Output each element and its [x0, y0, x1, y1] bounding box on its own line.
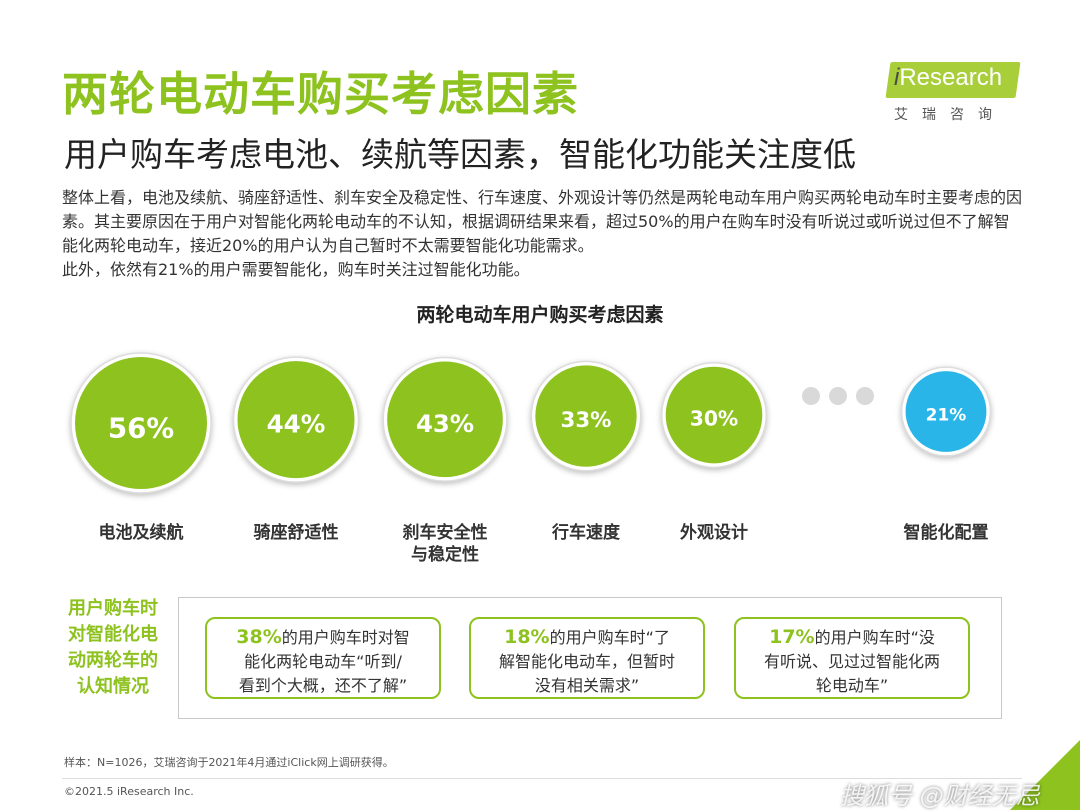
watermark: 搜狐号 @财经无忌: [840, 782, 1040, 810]
page-title: 两轮电动车购买考虑因素: [62, 67, 579, 121]
category-label: 外观设计: [680, 522, 748, 543]
awareness-box: [178, 597, 1002, 719]
bubble: [75, 357, 207, 489]
intro-text-2: 此外，依然有21%的用户需要智能化，购车时关注过智能化功能。: [62, 260, 530, 279]
copyright: ©2021.5 iResearch Inc.: [64, 785, 194, 798]
card-pct: 18%: [504, 626, 550, 648]
category-label: 行车速度: [551, 522, 621, 543]
bubble: [237, 361, 355, 479]
card-text: 的用户购车时“没: [814, 628, 935, 647]
card-text: 轮电动车”: [815, 676, 889, 695]
bubble-value-label: 21%: [926, 405, 967, 425]
bubble-value-label: 43%: [416, 409, 474, 438]
card-pct: 38%: [236, 626, 282, 648]
bubble: [535, 365, 637, 467]
awareness-card-1: 38%的用户购车时对智 能化两轮电动车“听到/ 看到个大概，还不了解”: [205, 617, 441, 699]
card-text: 的用户购车时对智: [281, 628, 410, 647]
chart-title: 两轮电动车用户购买考虑因素: [416, 304, 664, 326]
bubble: [665, 366, 763, 464]
ellipsis-dot: [829, 387, 847, 405]
bubble-value-label: 44%: [267, 409, 326, 438]
page-subtitle: 用户购车考虑电池、续航等因素，智能化功能关注度低: [64, 135, 856, 174]
card-text: 解智能化电动车，但暂时: [498, 652, 675, 671]
category-label: 刹车安全性: [403, 522, 488, 543]
sample-footnote: 样本：N=1026，艾瑞咨询于2021年4月通过iClick网上调研获得。: [64, 756, 394, 769]
awareness-card-2: 18%的用户购车时“了 解智能化电动车，但暂时 没有相关需求”: [469, 617, 705, 699]
logo-i: i: [894, 64, 900, 91]
category-label: 智能化配置: [904, 522, 989, 543]
logo-research: Research: [899, 64, 1003, 91]
category-label: 与稳定性: [411, 544, 479, 565]
ellipsis-dot: [856, 387, 874, 405]
card-text: 有听说、见过过智能化两: [763, 652, 940, 671]
logo-wordmark: iResearch: [894, 64, 1002, 92]
card-text: 的用户购车时“了: [549, 628, 670, 647]
bubble-value-label: 30%: [690, 407, 739, 431]
intro-paragraph: 整体上看，电池及续航、骑座舒适性、刹车安全及稳定性、行车速度、外观设计等仍然是两…: [62, 186, 1024, 282]
footer-divider: [62, 778, 1022, 779]
bubble: [387, 361, 503, 478]
category-label: 骑座舒适性: [254, 522, 339, 543]
intro-text-1: 整体上看，电池及续航、骑座舒适性、刹车安全及稳定性、行车速度、外观设计等仍然是两…: [62, 188, 1023, 255]
bubble-value-label: 33%: [561, 408, 612, 433]
awareness-label: 用户购车时对智能化电动两轮车的认知情况: [68, 598, 158, 697]
logo-cn: 艾瑞咨询: [894, 107, 1006, 123]
bubble-value-label: 56%: [108, 412, 174, 445]
category-label: 电池及续航: [99, 522, 184, 543]
awareness-card-3: 17%的用户购车时“没 有听说、见过过智能化两 轮电动车”: [734, 617, 970, 699]
card-pct: 17%: [769, 626, 815, 648]
corner-triangle: [1010, 740, 1080, 810]
card-text: 看到个大概，还不了解”: [238, 676, 408, 695]
card-text: 能化两轮电动车“听到/: [244, 652, 402, 671]
card-text: 没有相关需求”: [534, 676, 640, 695]
ellipsis-dot: [802, 387, 820, 405]
bubble: [905, 371, 987, 452]
